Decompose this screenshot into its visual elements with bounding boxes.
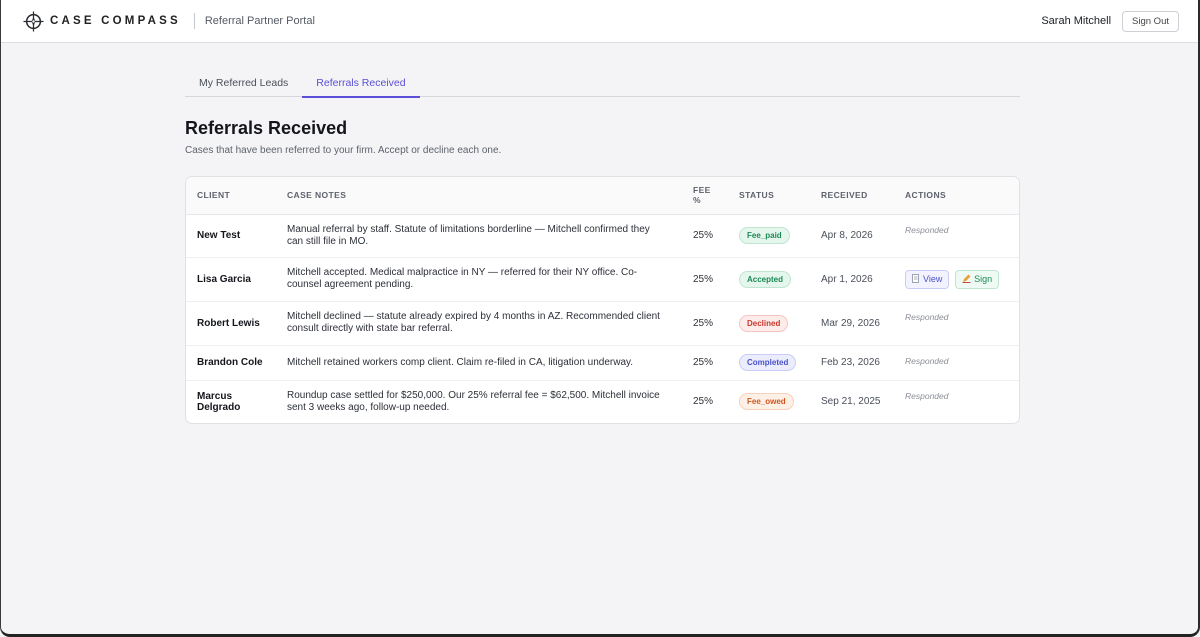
- status-badge: Fee_owed: [739, 393, 794, 411]
- responded-label: Responded: [905, 390, 949, 401]
- compass-logo-icon: [23, 10, 44, 32]
- table-row: Robert Lewis Mitchell declined — statute…: [186, 301, 1019, 346]
- tab-my-referred-leads[interactable]: My Referred Leads: [199, 77, 289, 89]
- sign-button[interactable]: Sign: [955, 269, 1000, 289]
- table-row: Brandon Cole Mitchell retained workers c…: [186, 345, 1019, 381]
- view-button[interactable]: View: [905, 269, 950, 289]
- tab-bar: My Referred Leads Referrals Received: [185, 43, 1020, 98]
- tab-referrals-received[interactable]: Referrals Received: [302, 43, 420, 98]
- case-notes: Mitchell declined — statute already expi…: [276, 301, 682, 346]
- sign-button-label: Sign: [974, 274, 993, 284]
- column-header-received: RECEIVED: [810, 177, 894, 215]
- fee-percent: 25%: [682, 214, 728, 258]
- client-name: Brandon Cole: [186, 345, 276, 381]
- fee-percent: 25%: [682, 257, 728, 302]
- page-subtitle: Cases that have been referred to your fi…: [185, 145, 502, 156]
- received-date: Sep 21, 2025: [821, 396, 881, 408]
- user-name: Sarah Mitchell: [1041, 15, 1112, 27]
- page-title: Referrals Received: [185, 118, 348, 138]
- status-badge: Completed: [739, 354, 797, 371]
- status-badge: Declined: [739, 314, 789, 332]
- responded-label: Responded: [905, 311, 949, 322]
- received-date: Feb 23, 2026: [810, 345, 894, 381]
- brand-name: CASE COMPASS: [50, 15, 181, 27]
- table-row: New Test Manual referral by staff. Statu…: [186, 214, 1019, 258]
- column-header-client: CLIENT: [186, 177, 276, 215]
- fee-percent: 25%: [682, 345, 728, 381]
- case-notes: Manual referral by staff. Statute of lim…: [276, 214, 682, 258]
- status-badge: Fee_paid: [739, 227, 790, 244]
- received-date: Apr 1, 2026: [810, 257, 894, 302]
- document-icon: [912, 273, 920, 285]
- received-date: Mar 29, 2026: [810, 301, 894, 346]
- fee-percent: 25%: [682, 301, 728, 346]
- case-notes: Roundup case settled for $250,000. Our 2…: [287, 389, 660, 413]
- responded-label: Responded: [905, 355, 949, 366]
- main-content: My Referred Leads Referrals Received Ref…: [185, 43, 1020, 424]
- table-row: Lisa Garcia Mitchell accepted. Medical m…: [186, 257, 1019, 302]
- case-notes: Mitchell accepted. Medical malpractice i…: [276, 257, 682, 302]
- brand-logo[interactable]: CASE COMPASS: [23, 10, 181, 32]
- case-notes: Mitchell retained workers comp client. C…: [276, 345, 682, 381]
- header-divider: [193, 13, 195, 29]
- referrals-table-card: CLIENT CASE NOTES FEE % STATUS RECEIVED …: [185, 176, 1020, 424]
- column-header-status: STATUS: [728, 177, 810, 215]
- client-name: Marcus Delgrado: [197, 390, 241, 413]
- client-name: New Test: [186, 214, 276, 258]
- pen-sign-icon: [962, 274, 971, 285]
- column-header-case-notes: CASE NOTES: [276, 177, 682, 215]
- top-navbar: CASE COMPASS Referral Partner Portal Sar…: [1, 0, 1198, 43]
- referrals-table: CLIENT CASE NOTES FEE % STATUS RECEIVED …: [186, 177, 1019, 423]
- client-name: Lisa Garcia: [186, 257, 276, 302]
- column-header-fee: FEE %: [682, 177, 728, 215]
- view-button-label: View: [923, 274, 943, 284]
- received-date: Apr 8, 2026: [810, 214, 894, 258]
- client-name: Robert Lewis: [186, 301, 276, 346]
- table-row: Marcus Delgrado Roundup case settled for…: [186, 380, 1019, 423]
- fee-percent: 25%: [693, 396, 714, 408]
- sign-out-button[interactable]: Sign Out: [1122, 10, 1179, 32]
- responded-label: Responded: [905, 224, 949, 235]
- portal-label: Referral Partner Portal: [204, 15, 315, 27]
- status-badge: Accepted: [739, 270, 792, 288]
- table-header-row: CLIENT CASE NOTES FEE % STATUS RECEIVED …: [186, 177, 1019, 215]
- column-header-actions: ACTIONS: [894, 177, 1019, 215]
